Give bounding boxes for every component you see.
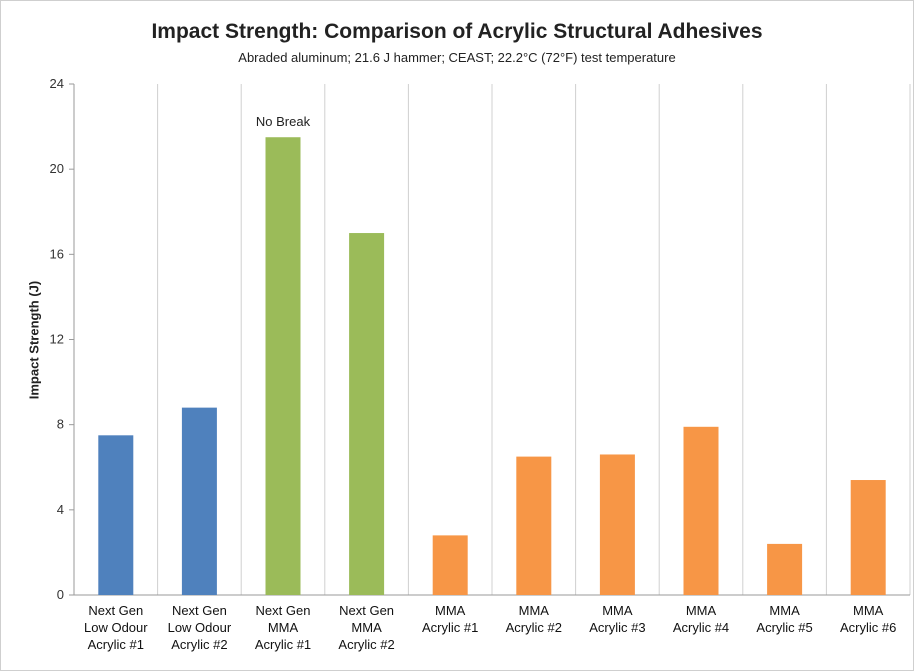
bar — [265, 137, 301, 595]
x-tick-label: MMA Acrylic #3 — [589, 603, 645, 635]
y-tick-label: 16 — [50, 246, 64, 261]
y-tick-label: 12 — [50, 332, 64, 347]
x-tick-label: MMA Acrylic #2 — [506, 603, 562, 635]
y-tick-label: 8 — [57, 417, 64, 432]
x-tick-label: MMA Acrylic #1 — [422, 603, 478, 635]
x-tick-label: MMA Acrylic #5 — [756, 603, 812, 635]
y-tick-label: 4 — [57, 502, 64, 517]
y-tick-label: 24 — [50, 76, 64, 91]
x-tick-label: Next Gen MMA Acrylic #1 — [255, 603, 311, 652]
y-tick-label: 0 — [57, 587, 64, 602]
bar — [432, 535, 468, 595]
x-tick-label: MMA Acrylic #6 — [840, 603, 896, 635]
bar — [349, 233, 385, 595]
bar — [181, 407, 217, 595]
chart-subtitle: Abraded aluminum; 21.6 J hammer; CEAST; … — [238, 50, 676, 65]
chart-title: Impact Strength: Comparison of Acrylic S… — [151, 20, 763, 43]
x-tick-label: Next Gen Low Odour Acrylic #2 — [168, 603, 232, 652]
bar — [516, 456, 552, 595]
bar — [683, 426, 719, 595]
bar — [98, 435, 134, 595]
y-tick-label: 20 — [50, 161, 64, 176]
x-tick-label: MMA Acrylic #4 — [673, 603, 729, 635]
bar — [850, 480, 886, 595]
x-tick-label: Next Gen Low Odour Acrylic #1 — [84, 603, 148, 652]
x-tick-label: Next Gen MMA Acrylic #2 — [338, 603, 394, 652]
bar — [599, 454, 635, 595]
bar — [767, 543, 803, 595]
annotation-label: No Break — [256, 114, 311, 129]
